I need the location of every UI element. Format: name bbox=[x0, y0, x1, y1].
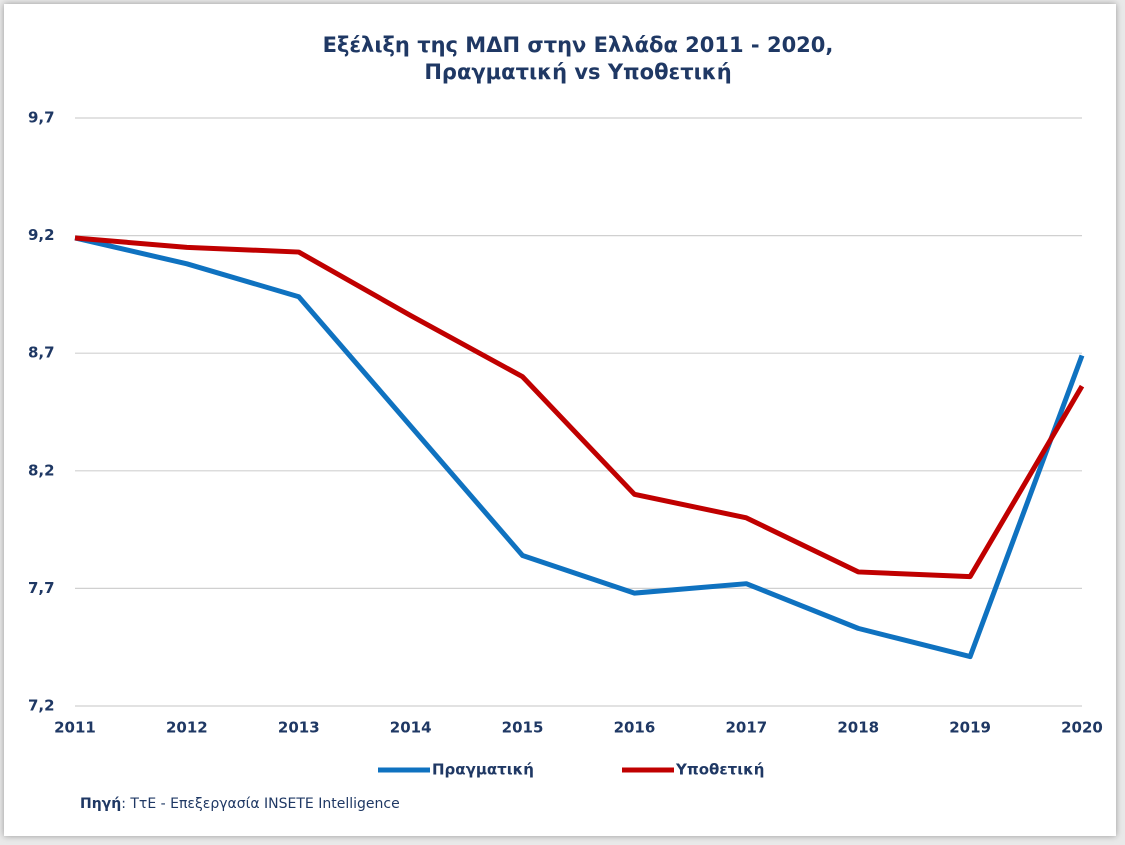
y-tick-label: 9,2 bbox=[28, 226, 55, 244]
x-tick-label: 2013 bbox=[278, 719, 320, 737]
legend-label: Υποθετική bbox=[675, 761, 764, 779]
legend-label: Πραγματική bbox=[432, 761, 534, 779]
series-line bbox=[74, 235, 1085, 580]
y-tick-label: 7,7 bbox=[28, 579, 55, 597]
x-tick-label: 2014 bbox=[390, 719, 432, 737]
card bbox=[4, 4, 1116, 836]
source-text: : ΤτΕ - Επεξεργασία INSETE Intelligence bbox=[121, 796, 400, 812]
x-tick-label: 2020 bbox=[1061, 719, 1103, 737]
x-tick-label: 2016 bbox=[614, 719, 656, 737]
x-tick-label: 2017 bbox=[725, 719, 767, 737]
y-tick-label: 7,2 bbox=[28, 697, 55, 715]
chart-title: Εξέλιξη της ΜΔΠ στην Ελλάδα 2011 - 2020, bbox=[323, 33, 834, 57]
x-tick-label: 2019 bbox=[949, 719, 991, 737]
source-label: Πηγή bbox=[80, 796, 121, 812]
y-tick-label: 8,2 bbox=[28, 461, 55, 479]
source: Πηγή: ΤτΕ - Επεξεργασία INSETE Intellige… bbox=[80, 796, 400, 812]
x-tick-label: 2018 bbox=[837, 719, 879, 737]
x-tick-label: 2012 bbox=[166, 719, 208, 737]
y-tick-label: 8,7 bbox=[28, 344, 55, 362]
series-line bbox=[74, 235, 1085, 660]
x-tick-label: 2015 bbox=[502, 719, 544, 737]
x-tick-label: 2011 bbox=[54, 719, 96, 737]
chart-title: Πραγματική vs Υποθετική bbox=[424, 60, 731, 84]
y-tick-label: 9,7 bbox=[28, 109, 55, 127]
